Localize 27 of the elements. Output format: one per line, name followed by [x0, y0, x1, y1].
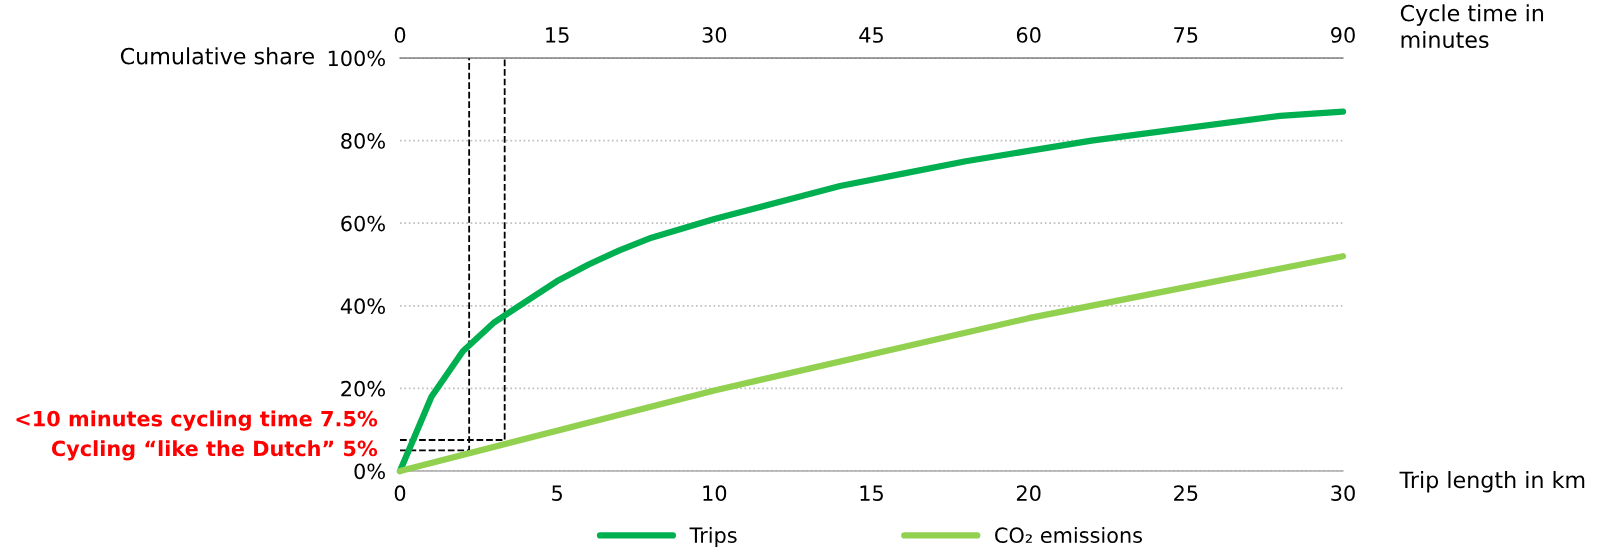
x2-axis-title: Cycle time in minutes [1400, 4, 1544, 49]
x-tick-label: 0 [394, 485, 406, 502]
x-tick-label: 10 [703, 485, 727, 502]
x-tick-label: 5 [552, 485, 562, 502]
annotation: <10 minutes cycling time 7.5% [16, 410, 378, 431]
x-tick-label: 30 [1331, 485, 1355, 502]
annotation: Cycling “like the Dutch” 5% [51, 440, 378, 461]
y-tick-label: 0% [354, 463, 385, 480]
x2-tick-label: 30 [702, 27, 727, 43]
x2-tick-label: 75 [1174, 27, 1198, 43]
y-tick-label: 20% [341, 380, 385, 397]
y-axis-title: Cumulative share [120, 47, 314, 65]
y-tick-label: 100% [328, 50, 385, 67]
x-tick-label: 25 [1174, 485, 1198, 502]
legend-label: Trips [689, 526, 737, 548]
y-tick-label: 60% [341, 215, 385, 232]
y-tick-label: 80% [341, 133, 385, 149]
x2-tick-label: 0 [394, 27, 406, 43]
x2-tick-label: 15 [546, 27, 569, 43]
x-tick-label: 15 [860, 485, 883, 502]
x-axis-title: Trip length in km [1399, 471, 1585, 493]
x2-tick-label: 45 [859, 27, 883, 43]
x-tick-label: 20 [1016, 485, 1041, 502]
y-tick-label: 40% [340, 298, 385, 315]
legend-label: CO₂ emissions [995, 526, 1142, 544]
x2-tick-label: 60 [1016, 27, 1041, 43]
x2-tick-label: 90 [1331, 27, 1355, 43]
